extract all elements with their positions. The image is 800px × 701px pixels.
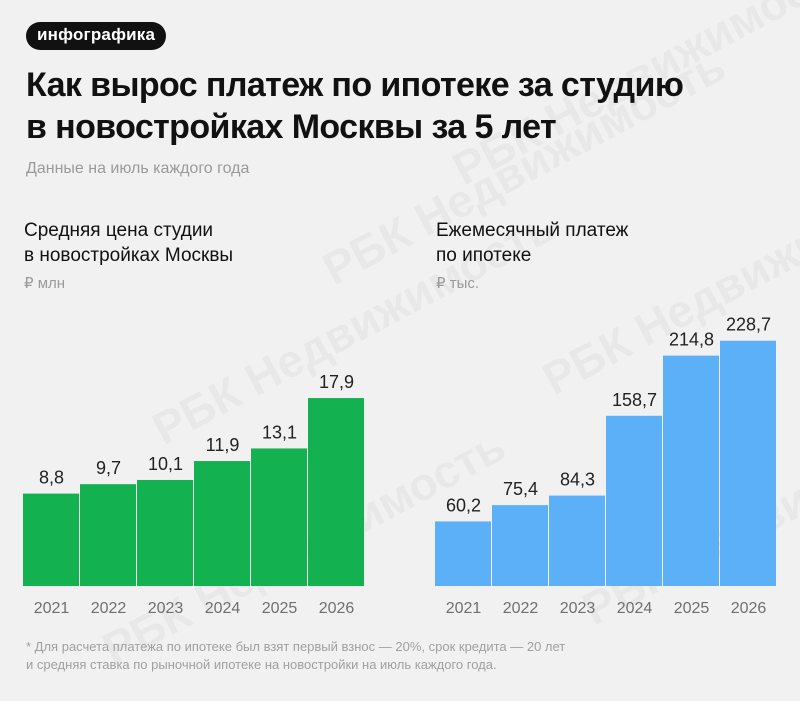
right-bar-2025	[663, 355, 719, 586]
right-value-label-2023: 84,3	[560, 470, 595, 490]
left-value-label-2021: 8,8	[39, 468, 64, 488]
left-value-label-2026: 17,9	[319, 372, 354, 392]
right-value-label-2021: 60,2	[446, 495, 481, 515]
right-bar-2024	[606, 415, 662, 586]
left-bar-2025	[251, 448, 307, 586]
page-title: Как вырос платеж по ипотеке за студию в …	[26, 64, 786, 148]
left-chart-title-line-2: в новостройках Москвы	[24, 245, 234, 266]
right-chart-unit: ₽ тыс.	[436, 275, 480, 292]
left-value-label-2024: 11,9	[206, 435, 240, 455]
left-x-tick-2024: 2024	[205, 600, 241, 617]
left-x-tick-2025: 2025	[262, 600, 298, 617]
left-x-tick-2026: 2026	[319, 600, 355, 617]
right-bar-2023	[549, 495, 605, 586]
title-line-1: Как вырос платеж по ипотеке за студию	[26, 66, 684, 104]
left-value-label-2023: 10,1	[148, 454, 183, 474]
right-value-label-2026: 228,7	[726, 315, 771, 335]
left-value-label-2025: 13,1	[262, 422, 297, 442]
left-bar-2024	[194, 461, 250, 586]
left-bar-2023	[137, 479, 193, 586]
right-x-tick-2025: 2025	[674, 600, 710, 617]
footnote: * Для расчета платежа по ипотеке был взя…	[26, 638, 776, 674]
left-x-tick-2021: 2021	[34, 600, 70, 617]
right-chart-title-line-2: по ипотеке	[436, 245, 532, 266]
right-value-label-2022: 75,4	[503, 479, 538, 499]
left-x-tick-2023: 2023	[148, 600, 184, 617]
left-bar-2021	[23, 493, 79, 586]
right-x-tick-2024: 2024	[617, 600, 653, 617]
right-x-tick-2026: 2026	[731, 600, 767, 617]
left-x-tick-2022: 2022	[91, 600, 127, 617]
right-chart-title-line-1: Ежемесячный платеж	[436, 220, 629, 241]
left-chart-unit: ₽ млн	[24, 275, 66, 292]
right-x-tick-2023: 2023	[560, 600, 596, 617]
footnote-line-1: * Для расчета платежа по ипотеке был взя…	[26, 639, 566, 654]
right-x-tick-2021: 2021	[446, 600, 482, 617]
footnote-line-2: и средняя ставка по рыночной ипотеке на …	[26, 657, 497, 672]
left-value-label-2022: 9,7	[96, 458, 121, 478]
right-bar-2026	[720, 340, 776, 586]
right-bar-2021	[435, 521, 491, 586]
right-bar-2022	[492, 505, 548, 586]
infographic-tag: инфографика	[26, 22, 167, 50]
right-value-label-2024: 158,7	[612, 390, 657, 410]
page-subtitle: Данные на июль каждого года	[26, 160, 250, 177]
right-x-tick-2022: 2022	[503, 600, 539, 617]
title-line-2: в новостройках Москвы за 5 лет	[26, 108, 557, 146]
left-chart-title: Средняя цена студии в новостройках Москв…	[24, 218, 233, 268]
right-value-label-2025: 214,8	[669, 330, 714, 350]
left-bar-2026	[308, 398, 364, 586]
right-chart-title: Ежемесячный платеж по ипотеке	[436, 218, 628, 268]
left-chart-title-line-1: Средняя цена студии	[24, 220, 214, 241]
left-bar-2022	[80, 484, 136, 586]
